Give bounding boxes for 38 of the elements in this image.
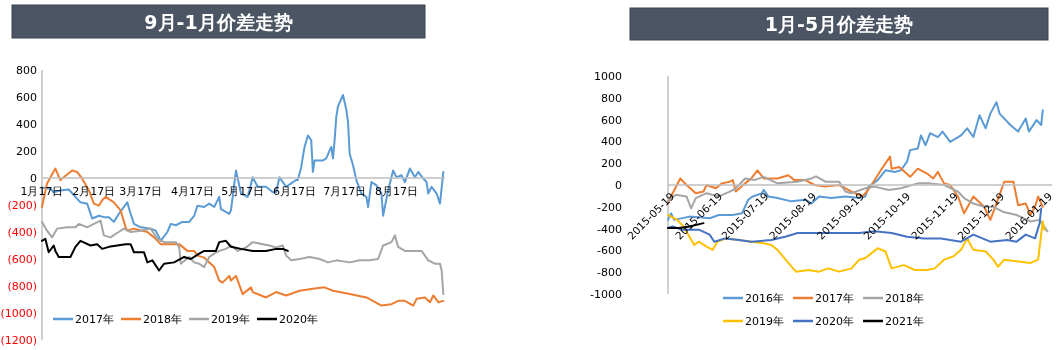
- y-tick-label: (1000): [0, 307, 37, 320]
- legend-label: 2017年: [815, 292, 854, 305]
- legend-label: 2016年: [745, 292, 784, 305]
- y-tick-label: (200): [7, 199, 37, 212]
- y-tick-label: -800: [597, 266, 622, 280]
- legend-label: 2019年: [211, 313, 250, 326]
- y-tick-label: 800: [16, 64, 37, 77]
- y-tick-label: (800): [7, 280, 37, 293]
- y-tick-label: 1000: [594, 70, 622, 83]
- legend-label: 2018年: [143, 313, 182, 326]
- legend-label: 2018年: [885, 292, 924, 305]
- y-tick-label: 400: [16, 118, 37, 131]
- y-tick-label: 600: [601, 113, 622, 127]
- y-tick-label: 0: [30, 172, 37, 185]
- x-tick-label: 6月17日: [273, 185, 316, 198]
- y-tick-label: -400: [597, 222, 622, 236]
- chart-title: 1月-5月价差走势: [764, 13, 914, 35]
- y-tick-label: 200: [16, 145, 37, 158]
- y-tick-label: (600): [7, 253, 37, 266]
- y-tick-label: -600: [597, 244, 622, 258]
- legend-label: 2019年: [745, 315, 784, 328]
- legend-label: 2017年: [75, 313, 114, 326]
- y-tick-label: 400: [601, 135, 622, 149]
- y-tick-label: 600: [16, 91, 37, 104]
- legend-label: 2020年: [279, 313, 318, 326]
- legend-label: 2021年: [885, 315, 924, 328]
- y-tick-label: -200: [597, 200, 622, 214]
- x-tick-label: 3月17日: [119, 185, 163, 198]
- y-tick-label: (400): [7, 226, 37, 239]
- x-tick-label: 4月17日: [171, 185, 214, 198]
- y-tick-label: 0: [615, 179, 622, 192]
- y-tick-label: -1000: [590, 288, 622, 301]
- x-tick-label: 2月17日: [72, 185, 116, 198]
- chart-title: 9月-1月价差走势: [144, 10, 293, 33]
- y-tick-label: 800: [601, 91, 622, 105]
- y-tick-label: 200: [601, 157, 622, 171]
- y-tick-label: (1200): [0, 334, 37, 347]
- legend-label: 2020年: [815, 315, 854, 328]
